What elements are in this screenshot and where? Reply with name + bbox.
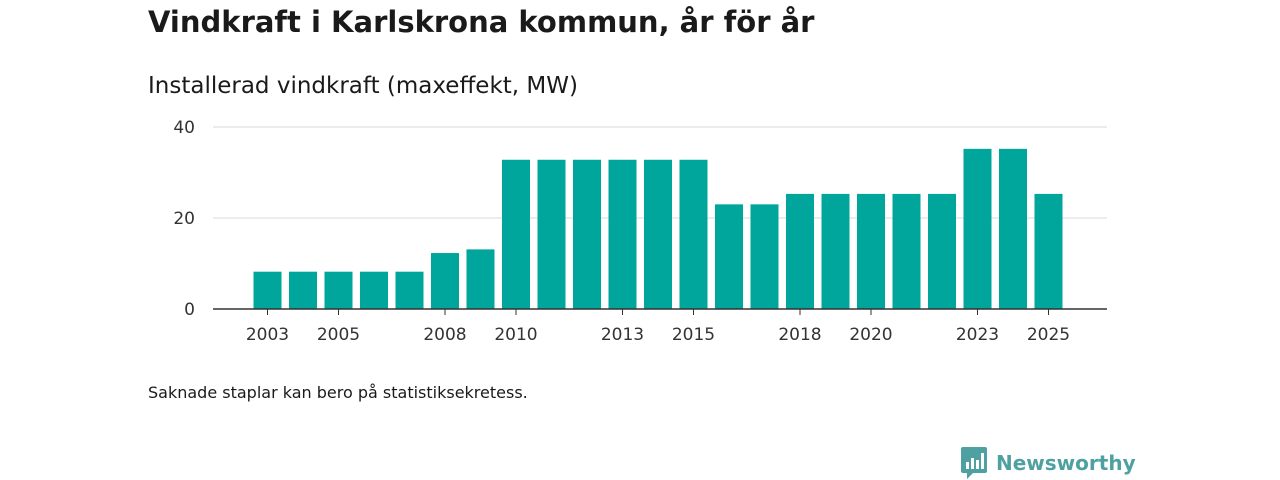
bar-2005 [324,271,353,309]
x-tick-label: 2025 [1027,325,1070,345]
x-tick-label: 2003 [246,325,289,345]
x-tick-label: 2018 [778,325,821,345]
chart-title: Vindkraft i Karlskrona kommun, år för år [148,5,815,39]
bar-2018 [786,193,814,309]
y-tick-label: 40 [173,118,195,138]
x-tick-label: 2020 [849,325,892,345]
bar-2004 [289,271,317,309]
bar-2024 [999,148,1027,309]
bar-2017 [750,204,779,309]
bar-2007 [395,271,424,309]
y-tick-label: 20 [173,209,195,229]
bar-2016 [715,204,743,309]
bar-2009 [466,249,495,309]
bar-2010 [502,159,530,309]
bar-2003 [253,271,282,309]
bar-2025 [1034,193,1063,309]
bar-2013 [608,159,637,309]
x-tick-label: 2013 [601,325,644,345]
bar-2006 [360,271,388,309]
y-tick-label: 0 [184,300,195,320]
x-tick-label: 2015 [672,325,715,345]
bar-2021 [892,193,921,309]
x-tick-label: 2008 [423,325,466,345]
footnote: Saknade staplar kan bero på statistiksek… [148,383,528,402]
x-tick-label: 2005 [317,325,360,345]
brand-name: Newsworthy [996,451,1136,475]
bar-2023 [963,148,992,309]
x-tick-label: 2023 [956,325,999,345]
bar-2022 [928,193,956,309]
bar-2008 [431,253,459,309]
axes: 0 20 40 2003 2005 2008 2010 2013 2015 2018 2020 202… [173,118,1107,345]
chart-subtitle: Installerad vindkraft (maxeffekt, MW) [148,73,578,99]
bar-2015 [679,159,708,309]
newsworthy-logo-icon [961,447,987,479]
bar-2014 [644,159,672,309]
bar-2012 [573,159,601,309]
newsworthy-brand[interactable]: Newsworthy [960,446,1136,480]
bar-2020 [857,193,885,309]
bars [253,148,1063,309]
bar-2011 [537,159,566,309]
x-tick-label: 2010 [494,325,537,345]
bar-2019 [821,193,850,309]
